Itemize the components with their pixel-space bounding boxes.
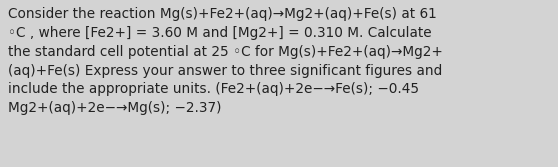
- Text: Consider the reaction Mg(s)+Fe2+(aq)→Mg2+(aq)+Fe(s) at 61
◦C , where [Fe2+] = 3.: Consider the reaction Mg(s)+Fe2+(aq)→Mg2…: [8, 7, 443, 115]
